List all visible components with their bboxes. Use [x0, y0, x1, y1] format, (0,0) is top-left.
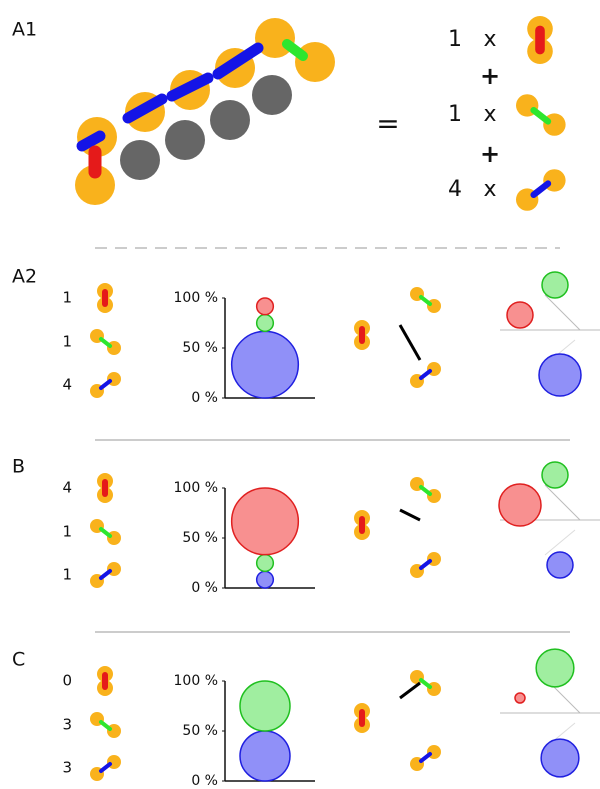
dimer-icon [516, 94, 566, 136]
dimer-icon [527, 15, 553, 64]
count: 0 [62, 672, 72, 690]
bond [99, 527, 112, 538]
dimer-icon [410, 552, 441, 578]
dimer-icon [410, 362, 441, 388]
term-times: x [483, 102, 496, 127]
dimer-icon [410, 287, 441, 313]
tick-label: 100 % [174, 480, 218, 496]
schematic [544, 529, 576, 556]
dimer-icon [97, 283, 113, 313]
dimer-icon [90, 372, 121, 398]
schematic [544, 484, 581, 521]
dimer-icon [516, 169, 566, 211]
dimer-icon [97, 666, 113, 696]
bond [419, 559, 432, 570]
bond [99, 762, 112, 773]
plus: + [480, 140, 500, 168]
dimer-icon [410, 670, 441, 696]
schematic-bubble [498, 483, 542, 527]
bond [99, 379, 112, 390]
equals: = [376, 107, 399, 140]
dimer-icon [90, 712, 121, 738]
schematic-bubble [506, 301, 534, 329]
bond [419, 752, 432, 763]
panel-label: A1 [12, 19, 37, 41]
bubble [239, 730, 291, 782]
panel-label: B [12, 456, 25, 478]
bubble [255, 297, 275, 316]
schematic [398, 324, 422, 361]
dimer-icon [354, 320, 370, 350]
bubble [230, 330, 300, 399]
schematic-bubble [538, 353, 582, 397]
bubble [255, 553, 275, 573]
bubble [255, 313, 275, 333]
schematic-bubble [546, 551, 574, 579]
schematic-bubble [535, 648, 575, 688]
panel-label: A2 [12, 266, 37, 288]
count: 1 [62, 289, 72, 307]
schematic [399, 681, 421, 700]
dimer-icon [97, 473, 113, 503]
bubble [255, 570, 275, 589]
dimer-icon [90, 562, 121, 588]
bubble [239, 680, 291, 732]
term-times: x [483, 177, 496, 202]
schematic-bubble [541, 271, 569, 299]
dimer-icon [90, 329, 121, 355]
count: 1 [62, 523, 72, 541]
schematic [544, 294, 581, 331]
bond [419, 678, 432, 689]
count: 1 [62, 333, 72, 351]
count: 1 [62, 566, 72, 584]
schematic-bubble [514, 692, 526, 704]
dimer-icon [354, 703, 370, 733]
bond [99, 337, 112, 348]
chain [75, 18, 335, 205]
tick-label: 50 % [182, 723, 218, 739]
count: 4 [62, 479, 72, 497]
tick-label: 0 % [191, 773, 218, 789]
count: 4 [62, 376, 72, 394]
bond [99, 569, 112, 580]
dimer-icon [90, 519, 121, 545]
tick-label: 50 % [182, 530, 218, 546]
tick-label: 100 % [174, 290, 218, 306]
term-count: 1 [448, 27, 462, 52]
count: 3 [62, 759, 72, 777]
bond [530, 180, 552, 199]
term-count: 4 [448, 177, 462, 202]
term-count: 1 [448, 102, 462, 127]
tick-label: 0 % [191, 580, 218, 596]
bond [419, 369, 432, 380]
tick-label: 50 % [182, 340, 218, 356]
dimer-icon [410, 477, 441, 503]
bond [530, 106, 552, 125]
schematic-bubble [541, 461, 569, 489]
dimer-icon [90, 755, 121, 781]
dimer-icon [354, 510, 370, 540]
count: 3 [62, 716, 72, 734]
panel-label: C [12, 649, 25, 671]
tick-label: 100 % [174, 673, 218, 689]
schematic-bubble [540, 738, 580, 778]
term-times: x [483, 27, 496, 52]
bubble [230, 487, 300, 556]
schematic [399, 508, 421, 522]
bond [99, 720, 112, 731]
tick-label: 0 % [191, 390, 218, 406]
bond [419, 295, 432, 306]
dimer-icon [410, 745, 441, 771]
plus: + [480, 62, 500, 90]
bond [419, 485, 432, 496]
